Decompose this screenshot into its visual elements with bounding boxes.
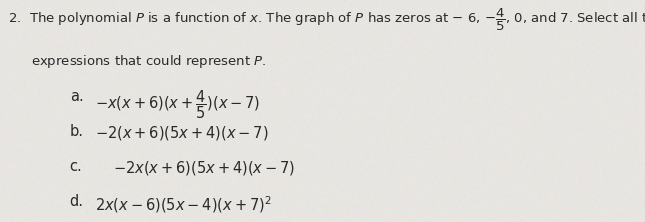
- Text: $- 2x(x + 6)(5x + 4)(x - 7)$: $- 2x(x + 6)(5x + 4)(x - 7)$: [113, 159, 295, 177]
- Text: $- x(x + 6)(x + \dfrac{4}{5})(x - 7)$: $- x(x + 6)(x + \dfrac{4}{5})(x - 7)$: [95, 89, 261, 121]
- Text: a.: a.: [70, 89, 83, 104]
- Text: 2.  The polynomial $P$ is a function of $x$. The graph of $P$ has zeros at − 6, : 2. The polynomial $P$ is a function of $…: [8, 7, 645, 33]
- Text: $2x(x - 6)(5x - 4)(x + 7)^{2}$: $2x(x - 6)(5x - 4)(x + 7)^{2}$: [95, 194, 272, 215]
- Text: d.: d.: [70, 194, 84, 209]
- Text: $- 2(x + 6)(5x + 4)(x - 7)$: $- 2(x + 6)(5x + 4)(x - 7)$: [95, 124, 269, 142]
- Text: expressions that could represent $P$.: expressions that could represent $P$.: [31, 53, 266, 70]
- Text: c.: c.: [70, 159, 83, 174]
- Text: b.: b.: [70, 124, 84, 139]
